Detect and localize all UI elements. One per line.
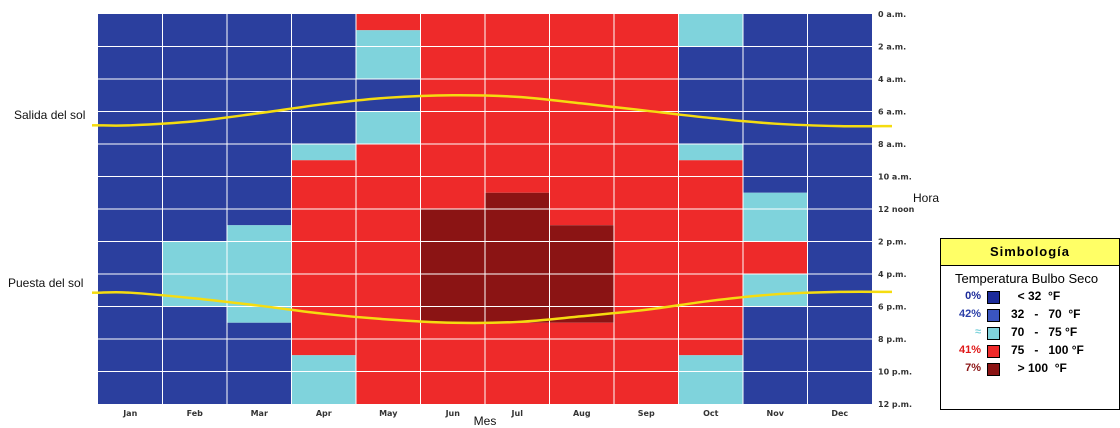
heatmap-cell <box>292 144 357 160</box>
heatmap-cell <box>356 112 421 145</box>
legend-swatch <box>987 309 1000 322</box>
month-tick-label: Nov <box>767 409 785 418</box>
heatmap-cell <box>163 307 228 405</box>
legend-percent: 42% <box>953 308 981 320</box>
heatmap-cell <box>485 323 550 404</box>
hour-tick-label: 2 p.m. <box>878 238 907 247</box>
month-tick-label: Sep <box>638 409 655 418</box>
month-tick-label: Oct <box>703 409 719 418</box>
y-axis-title: Hora <box>913 191 939 205</box>
heatmap-cell <box>356 14 421 30</box>
sun-curve-label: Salida del sol <box>14 108 85 122</box>
legend-row: 41% 75 - 100 °F <box>941 342 1119 360</box>
legend: Simbología Temperatura Bulbo Seco 0% < 3… <box>940 238 1120 410</box>
heatmap-cell <box>743 193 808 242</box>
hour-tick-label: 0 a.m. <box>878 10 906 19</box>
hour-tick-label: 8 a.m. <box>878 140 906 149</box>
legend-swatch <box>987 291 1000 304</box>
x-axis-title: Mes <box>474 414 497 428</box>
legend-row: 42% 32 - 70 °F <box>941 306 1119 324</box>
heatmap-cell <box>679 47 744 145</box>
heatmap-cell <box>163 14 228 242</box>
month-tick-label: Apr <box>316 409 332 418</box>
legend-title: Simbología <box>941 239 1119 266</box>
heatmap-cell <box>485 14 550 193</box>
heatmap-cell <box>356 30 421 79</box>
legend-range-label: 75 - 100 °F <box>1011 343 1084 357</box>
hour-tick-label: 10 p.m. <box>878 368 912 377</box>
hour-tick-label: 6 a.m. <box>878 108 906 117</box>
month-tick-label: Jul <box>511 409 524 418</box>
legend-range-label: 32 - 70 °F <box>1011 307 1081 321</box>
heatmap-cell <box>292 355 357 404</box>
legend-range-label: < 32 °F <box>1011 289 1060 303</box>
heatmap-cell <box>485 193 550 323</box>
legend-row: 7% > 100 °F <box>941 360 1119 378</box>
heatmap-cell <box>743 14 808 193</box>
month-tick-label: May <box>379 409 398 418</box>
heatmap-cell <box>292 160 357 355</box>
month-tick-label: Jan <box>122 409 137 418</box>
heatmap-cell <box>227 14 292 225</box>
heatmap-cell <box>550 14 615 225</box>
legend-rows: 0% < 32 °F 42% 32 - 70 °F ≈70 - 75 °F 41% 75 … <box>941 288 1119 378</box>
heatmap-cell <box>679 14 744 47</box>
heatmap-cell <box>743 274 808 307</box>
legend-swatch <box>987 363 1000 376</box>
legend-percent: 7% <box>953 362 981 374</box>
heatmap-cell <box>421 323 486 404</box>
month-tick-label: Aug <box>573 409 591 418</box>
heatmap-cell <box>743 307 808 405</box>
month-tick-label: Mar <box>251 409 268 418</box>
heatmap-cell <box>227 323 292 404</box>
legend-swatch <box>987 345 1000 358</box>
hour-tick-label: 4 p.m. <box>878 270 907 279</box>
hour-tick-label: 6 p.m. <box>878 303 907 312</box>
heatmap-cell <box>679 355 744 404</box>
legend-row: 0% < 32 °F <box>941 288 1119 306</box>
heatmap-cell <box>679 160 744 355</box>
heatmap-cell <box>679 144 744 160</box>
legend-percent: 0% <box>953 290 981 302</box>
hour-tick-label: 2 a.m. <box>878 43 906 52</box>
hour-tick-label: 4 a.m. <box>878 75 906 84</box>
legend-swatch <box>987 327 1000 340</box>
hour-tick-label: 8 p.m. <box>878 335 907 344</box>
hour-axis-labels: 0 a.m. 2 a.m. 4 a.m. 6 a.m. 8 a.m. 10 a.m. 12 … <box>878 10 915 409</box>
legend-drop-icon: ≈ <box>953 326 981 338</box>
hour-tick-label: 12 p.m. <box>878 400 912 409</box>
hour-tick-label: 12 noon <box>878 205 915 214</box>
month-tick-label: Dec <box>831 409 848 418</box>
legend-range-label: 70 - 75 °F <box>1011 325 1077 339</box>
legend-percent: 41% <box>953 344 981 356</box>
heatmap-cell <box>743 242 808 275</box>
legend-row: ≈70 - 75 °F <box>941 324 1119 342</box>
heatmap-cell <box>550 323 615 404</box>
month-tick-label: Jun <box>445 409 461 418</box>
heatmap-cell <box>421 209 486 323</box>
month-tick-label: Feb <box>187 409 204 418</box>
hour-tick-label: 10 a.m. <box>878 173 912 182</box>
sun-curve-label: Puesta del sol <box>8 276 83 290</box>
legend-subtitle: Temperatura Bulbo Seco <box>941 266 1119 288</box>
legend-range-label: > 100 °F <box>1011 361 1067 375</box>
